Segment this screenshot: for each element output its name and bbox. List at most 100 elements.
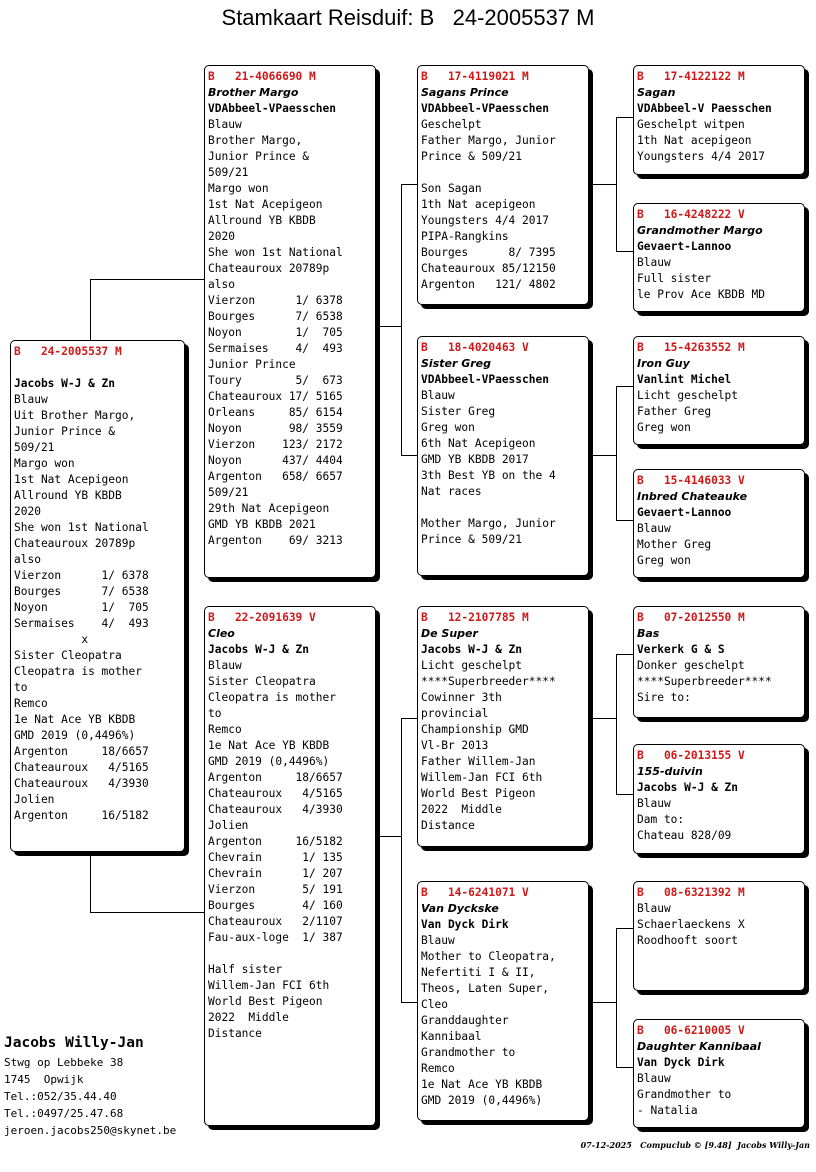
card-line: Greg won — [637, 554, 691, 567]
card-line: to — [14, 681, 28, 694]
card-line: Blauw — [637, 256, 671, 269]
pigeon-name: Inbred Chateauke — [637, 490, 748, 503]
card-sire-dam: B 18-4020463 V Sister Greg VDAbbeel-VPaess… — [417, 336, 589, 576]
ring-number: B 16-4248222 V — [637, 208, 745, 221]
card-line: also — [208, 278, 235, 291]
card-line: Blauw — [421, 389, 455, 402]
card-line: Chateauroux 4/3930 — [208, 803, 343, 816]
owner-address-line: Stwg op Lebbeke 38 — [4, 1056, 124, 1069]
card-line: Grandmother to — [637, 1088, 732, 1101]
card-line: Chevrain 1/ 135 — [208, 851, 343, 864]
card-line: ****Superbreeder**** — [421, 675, 556, 688]
card-line: Chateauroux 17/ 5165 — [208, 390, 343, 403]
connector-sd-b — [616, 520, 633, 521]
owner-city: 1745 Opwijk — [4, 1073, 84, 1086]
card-line: Youngsters 4/4 2017 — [637, 150, 765, 163]
card-line: Blauw — [637, 1072, 671, 1085]
card-line: Cleopatra is mother — [14, 665, 142, 678]
breeder-name: Vanlint Michel — [637, 373, 732, 386]
ring-number: B 21-4066690 M — [208, 70, 316, 83]
card-line: Sire to: — [637, 691, 691, 704]
card-dam-dam-sire: B 08-6321392 M Blauw Schaerlaeckens X Roodh… — [633, 881, 805, 991]
connector-sd-out — [589, 455, 616, 456]
card-line: Cleopatra is mother — [208, 691, 336, 704]
card-line: Theos, Laten Super, — [421, 982, 549, 995]
card-line: 3th Best YB on the 4 — [421, 469, 556, 482]
card-line: Jolien — [14, 793, 55, 806]
card-line: - Natalia — [637, 1104, 698, 1117]
breeder-name: Jacobs W-J & Zn — [208, 643, 310, 656]
card-line: Geschelpt witpen — [637, 118, 745, 131]
card-line: Blauw — [14, 393, 48, 406]
card-dam-sire-sire: B 07-2012550 M Bas Verkerk G & S Donker ges… — [633, 606, 805, 718]
card-line: provincial — [421, 707, 489, 720]
card-line: Father Greg — [637, 405, 712, 418]
card-sire: B 21-4066690 M Brother Margo VDAbbeel-VPae… — [204, 65, 376, 578]
card-line: Vierzon 123/ 2172 — [208, 438, 343, 451]
card-line: Roodhooft soort — [637, 934, 739, 947]
card-line: Uit Brother Margo, — [14, 409, 136, 422]
card-line: Argenton 18/6657 — [208, 771, 343, 784]
card-line: Bourges 7/ 6538 — [208, 310, 343, 323]
card-line: 1st Nat Acepigeon — [208, 198, 323, 211]
breeder-name: Jacobs W-J & Zn — [14, 377, 116, 390]
card-line: Youngsters 4/4 2017 — [421, 214, 549, 227]
card-line: also — [14, 553, 41, 566]
card-line: Mother Greg — [637, 538, 712, 551]
card-line: Noyon 98/ 3559 — [208, 422, 343, 435]
card-sire-dam-dam: B 15-4146033 V Inbred Chateauke Gevaert-La… — [633, 469, 805, 578]
connector-sd-bar — [616, 386, 617, 520]
card-line: Son Sagan — [421, 182, 482, 195]
card-line: 2020 — [208, 230, 235, 243]
card-line: 1e Nat Ace YB KBDB — [14, 713, 136, 726]
card-line: Sister Cleopatra — [208, 675, 316, 688]
card-line — [421, 500, 588, 516]
connector-dd-out — [589, 1002, 616, 1003]
card-line: Greg won — [421, 421, 475, 434]
card-line: 2020 — [14, 505, 41, 518]
ring-number: B 24-2005537 M — [14, 345, 122, 358]
pigeon-name: De Super — [421, 627, 478, 640]
card-line: Prince & 509/21 — [421, 150, 523, 163]
pigeon-name: Sagan — [637, 86, 676, 99]
pigeon-name: Daughter Kannibaal — [637, 1040, 761, 1053]
pigeon-name: Bas — [637, 627, 660, 640]
ring-number: B 18-4020463 V — [421, 341, 529, 354]
card-line: 29th Nat Acepigeon — [208, 502, 330, 515]
card-line: 509/21 — [14, 441, 55, 454]
card-line: Noyon 437/ 4404 — [208, 454, 343, 467]
pigeon-name: Iron Guy — [637, 357, 690, 370]
breeder-name: Jacobs W-J & Zn — [421, 643, 523, 656]
card-line: Blauw — [637, 902, 671, 915]
card-line: 509/21 — [208, 166, 249, 179]
card-line: Licht geschelpt — [637, 389, 739, 402]
breeder-name: Jacobs W-J & Zn — [637, 781, 739, 794]
card-line: Vl-Br 2013 — [421, 739, 489, 752]
card-line: Chateauroux 20789p — [208, 262, 330, 275]
connector-ds-out — [589, 718, 616, 719]
card-line: 1st Nat Acepigeon — [14, 473, 129, 486]
ring-number: B 12-2107785 M — [421, 611, 529, 624]
connector-sire-ss — [401, 184, 417, 185]
card-line: Granddaughter — [421, 1014, 509, 1027]
card-line: Chateauroux 85/12150 — [421, 262, 556, 275]
connector-dam-ds — [401, 718, 417, 719]
card-sire-dam-sire: B 15-4263552 M Iron Guy Vanlint Michel Lich… — [633, 336, 805, 445]
ring-number: B 15-4146033 V — [637, 474, 745, 487]
card-line: World Best Pigeon — [421, 787, 536, 800]
breeder-name: VDAbbeel-VPaesschen — [421, 373, 549, 386]
card-line: to — [208, 707, 222, 720]
card-line: Blauw — [208, 118, 242, 131]
pigeon-name: Brother Margo — [208, 86, 299, 99]
page-title: Stamkaart Reisduif: B 24-2005537 M — [221, 5, 595, 30]
connector-main-sire — [90, 279, 204, 280]
pigeon-name: Van Dyckske — [421, 902, 499, 915]
card-line: 1th Nat acepigeon — [421, 198, 536, 211]
card-line: Orleans 85/ 6154 — [208, 406, 343, 419]
card-line: 1e Nat Ace YB KBDB — [421, 1078, 543, 1091]
connector-ds-bar — [616, 654, 617, 794]
card-line: World Best Pigeon — [208, 995, 323, 1008]
card-line: Greg won — [637, 421, 691, 434]
card-line: GMD 2019 (0,4496%) — [421, 1094, 543, 1107]
connector-main-down — [90, 852, 91, 912]
